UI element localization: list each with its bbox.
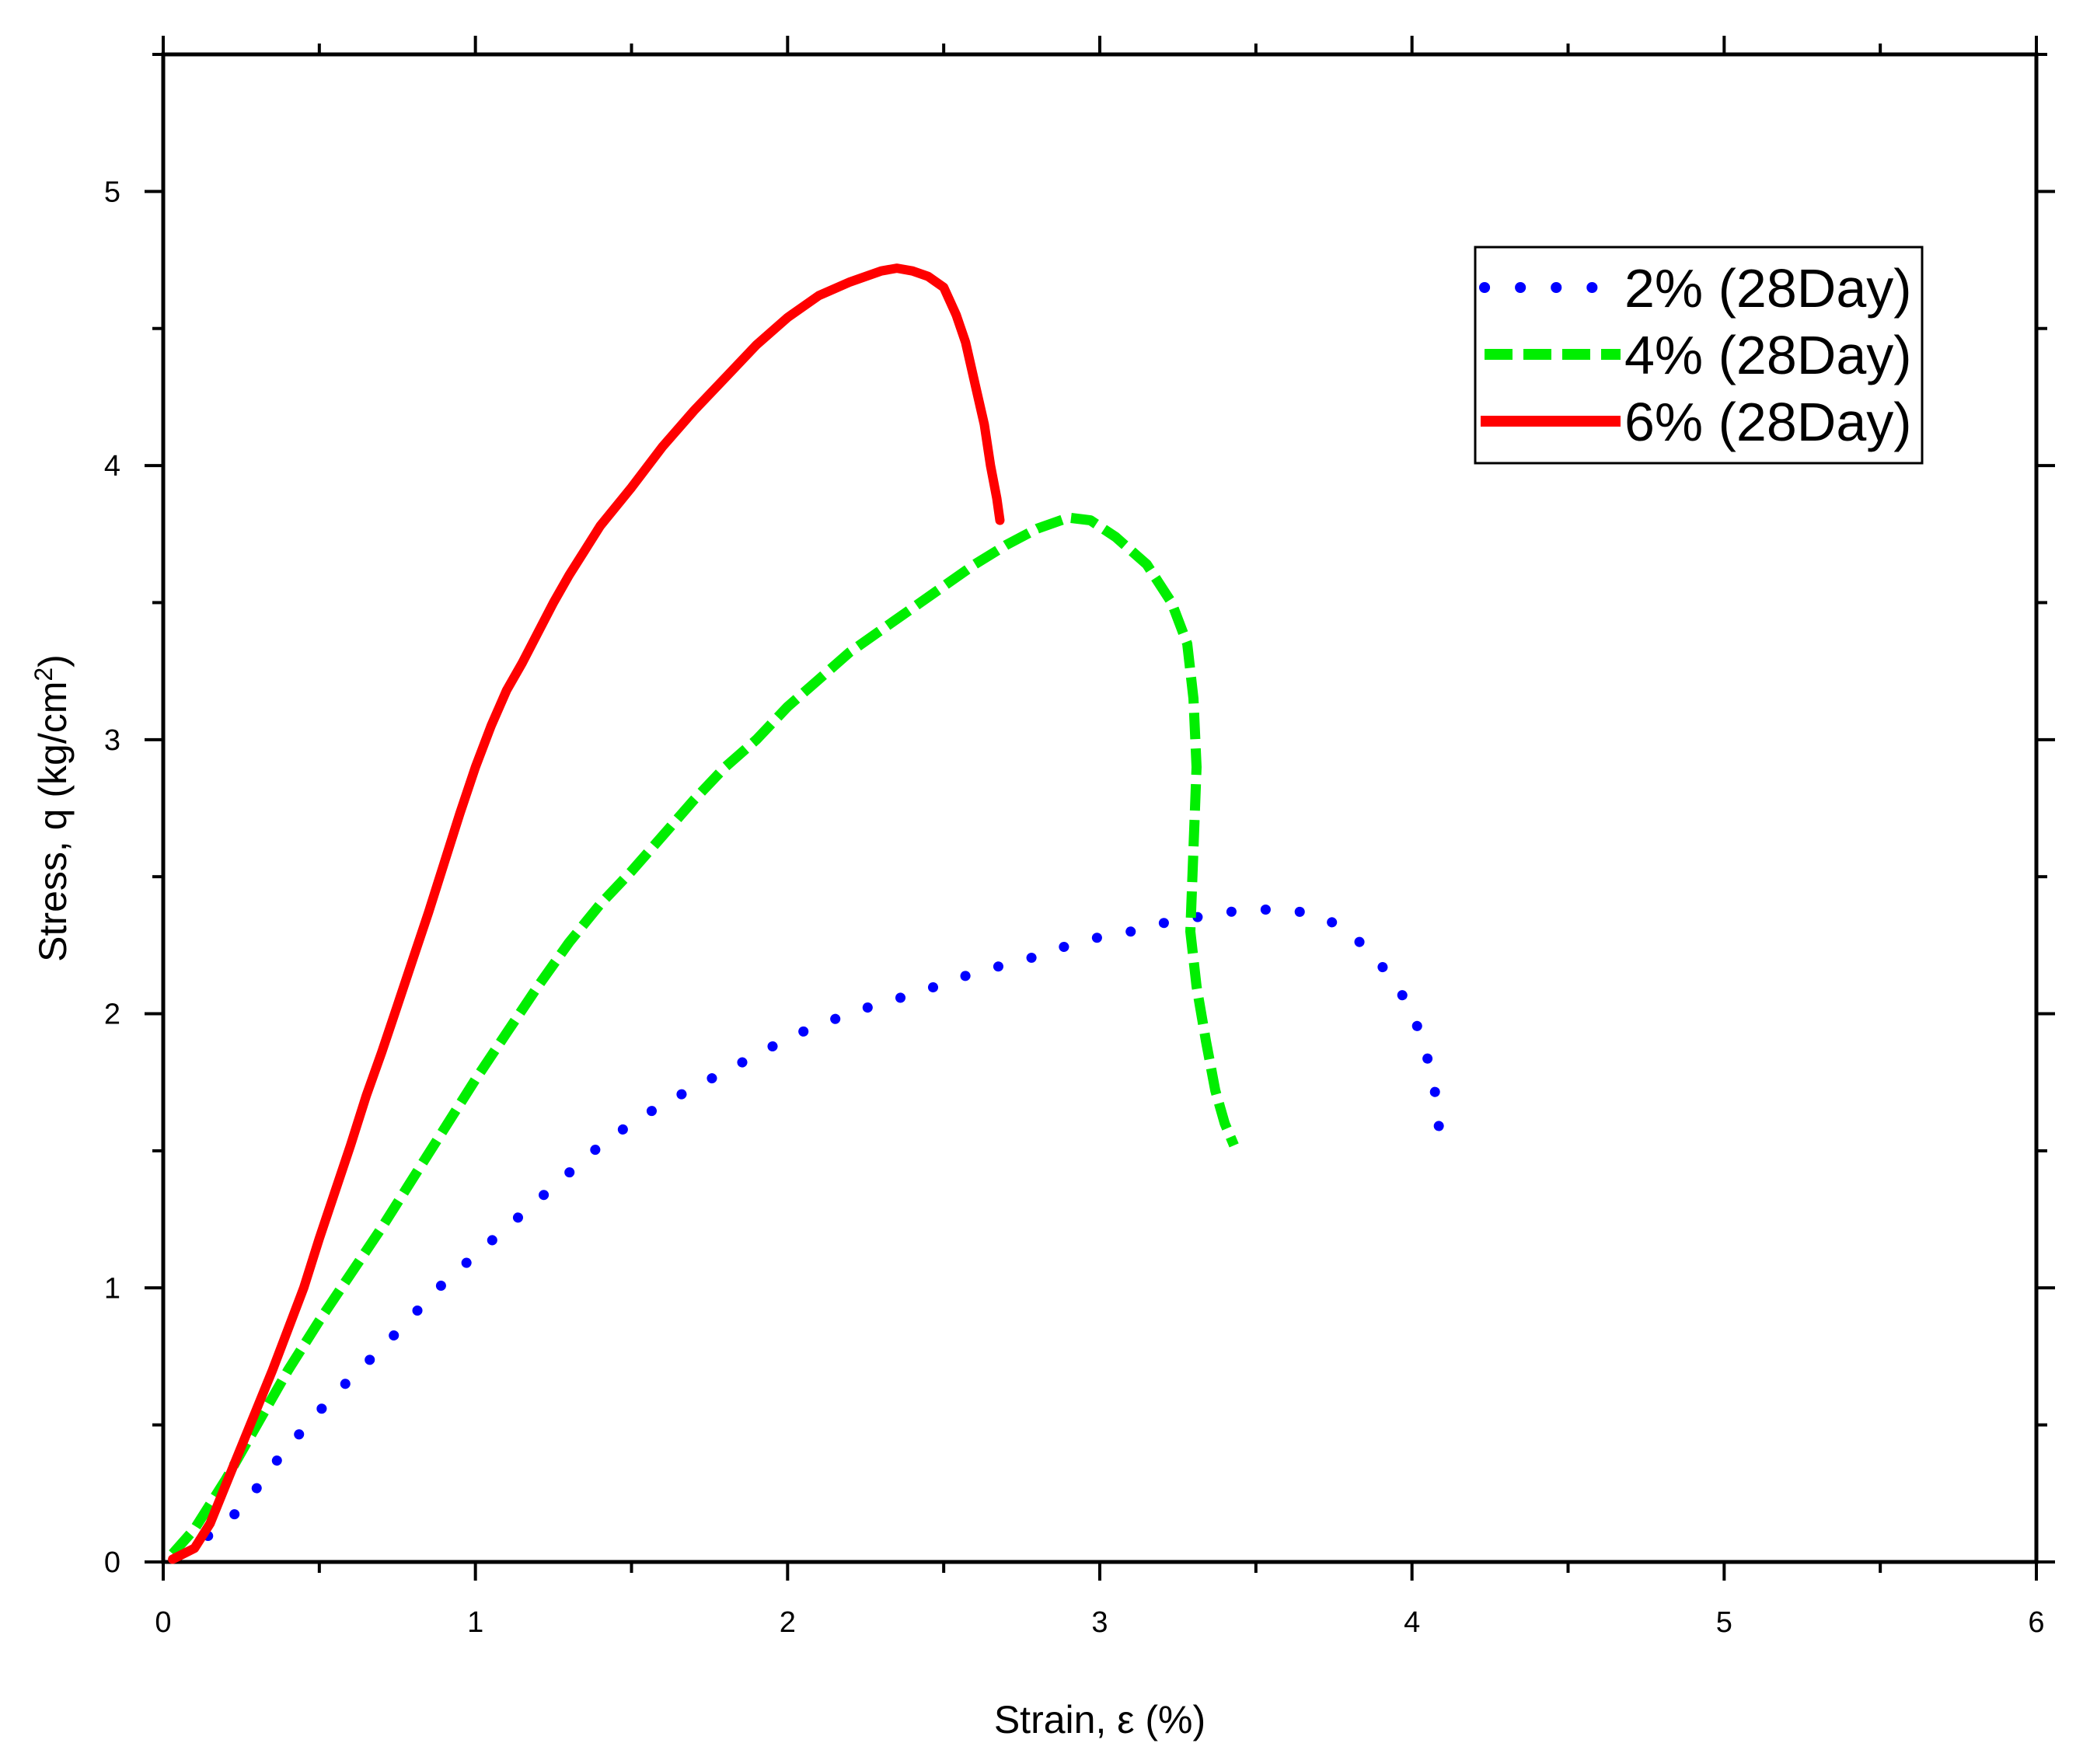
- y-axis-title: Stress, q (kg/cm2): [30, 654, 75, 962]
- series-line-0: [173, 905, 1446, 1559]
- legend-label-2pct: 2% (28Day): [1624, 258, 1912, 319]
- series-line-2: [168, 263, 1005, 1564]
- legend-label-4pct: 4% (28Day): [1624, 325, 1912, 385]
- series-layer: [168, 263, 1446, 1564]
- legend-label-6pct: 6% (28Day): [1624, 392, 1912, 452]
- x-tick-label: 4: [1404, 1606, 1420, 1639]
- y-tick-label: 2: [104, 999, 120, 1031]
- x-tick-label: 0: [155, 1606, 171, 1639]
- x-tick-label: 6: [2028, 1606, 2044, 1639]
- x-axis-title: Strain, ε (%): [994, 1698, 1205, 1741]
- y-tick-label: 4: [104, 450, 120, 483]
- axis-ticks: [145, 36, 2055, 1581]
- x-tick-label: 3: [1091, 1606, 1108, 1639]
- legend: 2% (28Day) 4% (28Day) 6% (28Day): [1474, 246, 1924, 465]
- axis-tick-labels: 0 1 2 3 4 5 6 0 1 2 3 4 5: [104, 176, 2045, 1639]
- y-tick-label: 3: [104, 724, 120, 757]
- y-tick-label: 5: [104, 176, 120, 208]
- y-tick-label: 1: [104, 1272, 120, 1305]
- x-tick-label: 2: [780, 1606, 796, 1639]
- x-tick-label: 1: [467, 1606, 483, 1639]
- y-tick-label: 0: [104, 1546, 120, 1579]
- series-line-1: [169, 512, 1239, 1557]
- x-tick-label: 5: [1716, 1606, 1732, 1639]
